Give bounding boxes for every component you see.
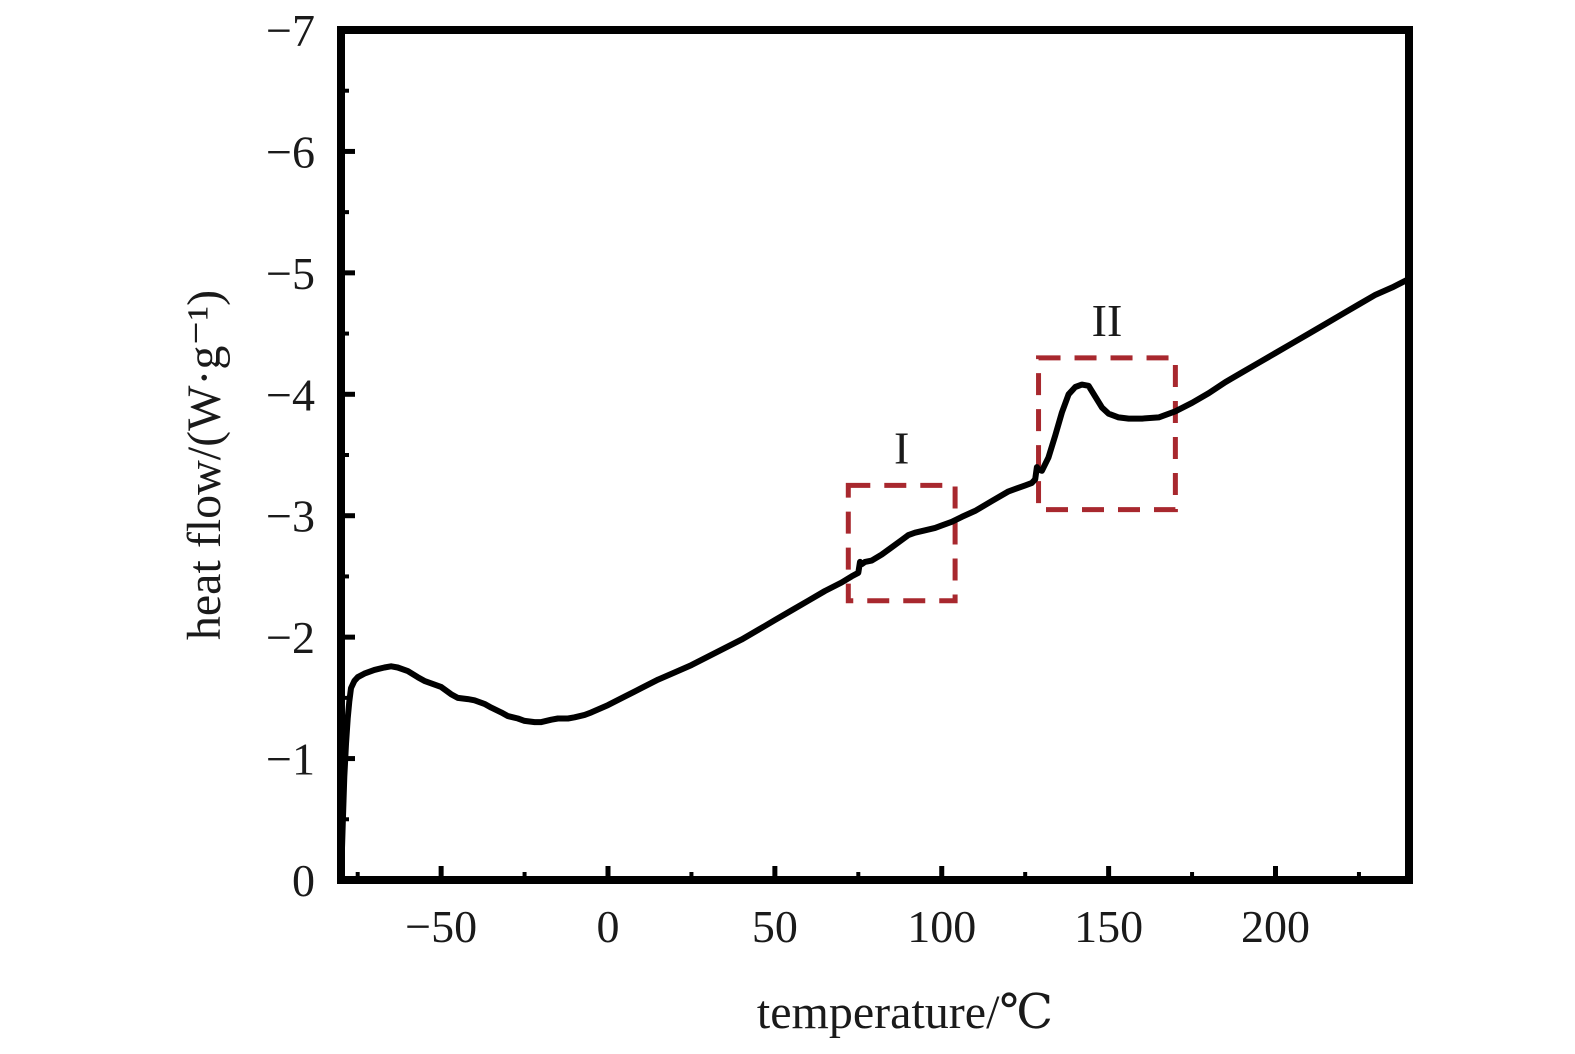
series-line-1	[338, 275, 1412, 883]
x-tick-label: −50	[405, 901, 477, 952]
annotation-box-2	[1036, 355, 1178, 513]
tick-label-layer: −50 0 50 100 150 200 0 −1 −2 −3 −4 −5 −6 −7	[266, 5, 1310, 952]
axis-layer	[341, 27, 1361, 883]
x-axis-title: temperature/℃	[757, 986, 1053, 1039]
y-tick-label: −2	[266, 612, 315, 663]
y-tick-label: −3	[266, 491, 315, 542]
series-layer	[338, 275, 1412, 883]
annotation-box-1	[845, 482, 958, 604]
x-tick-label: 200	[1241, 901, 1310, 952]
y-tick-label: −5	[266, 248, 315, 299]
plot-frame	[337, 26, 1413, 884]
y-tick-label: 0	[292, 855, 315, 906]
y-tick-label: −4	[266, 369, 315, 420]
y-tick-label: −1	[266, 734, 315, 785]
annotation-label-1: I	[894, 422, 909, 473]
y-tick-label: −7	[266, 5, 315, 56]
x-tick-label: 100	[907, 901, 976, 952]
x-tick-label: 150	[1074, 901, 1143, 952]
y-axis-title: heat flow/(W·g⁻¹)	[178, 290, 231, 640]
x-tick-label: 0	[597, 901, 620, 952]
annotations-layer: III	[845, 295, 1178, 604]
y-tick-label: −6	[266, 126, 315, 177]
annotation-label-2: II	[1092, 295, 1123, 346]
x-tick-label: 50	[752, 901, 798, 952]
